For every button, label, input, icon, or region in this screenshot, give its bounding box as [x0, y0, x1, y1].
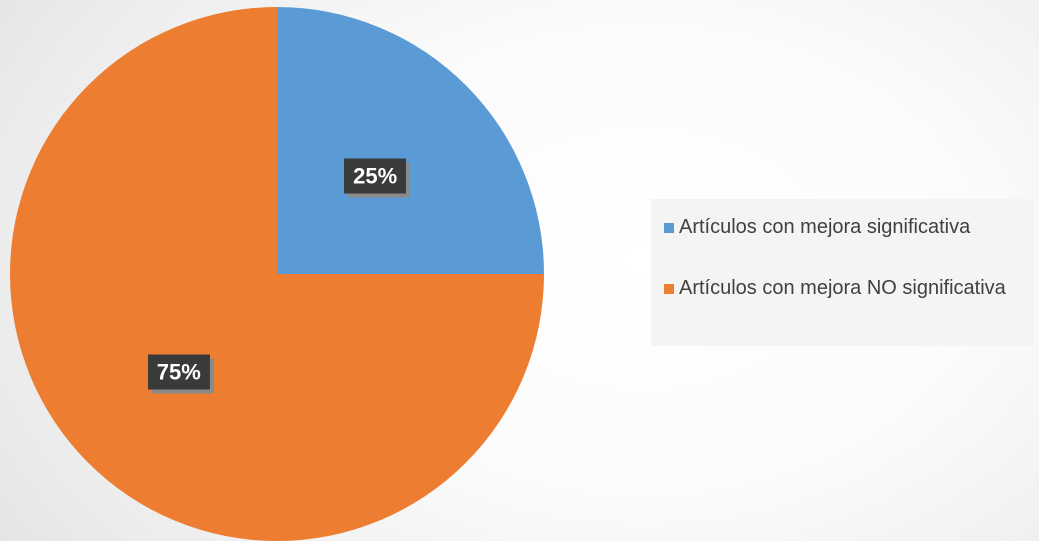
- legend-item-significant: Artículos con mejora significativa: [664, 215, 1026, 240]
- legend-label: Artículos con mejora NO significativa: [679, 277, 1006, 299]
- legend-swatch-blue: [664, 223, 674, 233]
- data-label-1: 75%: [147, 354, 210, 390]
- legend-item-not-significant: Artículos con mejora NO significativa: [664, 276, 1026, 301]
- data-label-0: 25%: [344, 158, 407, 194]
- pie-slice-0: [277, 7, 544, 274]
- legend-label: Artículos con mejora significativa: [679, 216, 971, 238]
- legend-swatch-orange: [664, 284, 674, 294]
- pie-slice-1: [10, 7, 544, 541]
- chart-legend: Artículos con mejora significativa Artíc…: [651, 199, 1034, 346]
